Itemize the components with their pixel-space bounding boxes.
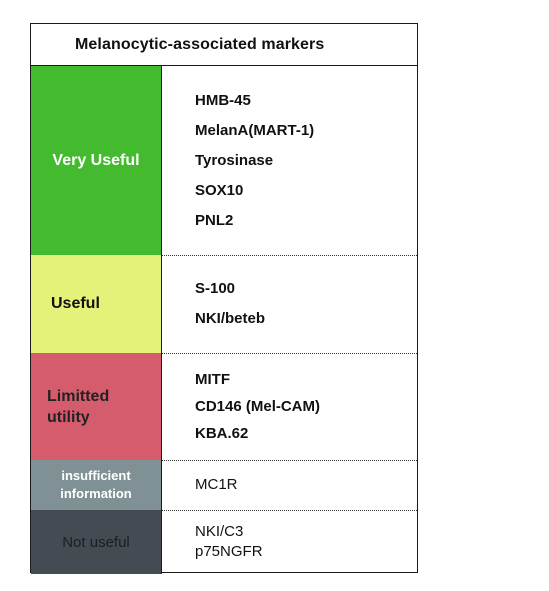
marker-item: SOX10 [195,181,244,199]
marker-item: KBA.62 [195,425,249,442]
marker-item: MITF [195,371,230,388]
category-label: Limitted utility [47,387,110,426]
marker-item: HMB-45 [195,91,251,109]
category-label: insufficient information [60,468,132,501]
marker-item: PNL2 [195,211,234,229]
category-label: Very Useful [52,151,140,169]
marker-item: MC1R [195,476,238,493]
category-label: Not useful [62,533,130,551]
row-limited-utility: Limitted utility MITF CD146 (Mel-CAM) KB… [31,353,417,460]
row-divider [162,510,417,511]
row-not-useful: Not useful NKI/C3 p75NGFR [31,510,417,574]
markers-table: Melanocytic-associated markers Very Usef… [30,23,418,574]
category-cell: Very Useful [31,66,162,255]
row-insufficient-information: insufficient information MC1R [31,460,417,510]
markers-cell: MITF CD146 (Mel-CAM) KBA.62 [162,353,417,460]
markers-cell: NKI/C3 p75NGFR [162,510,417,574]
category-cell: Useful [31,255,162,353]
marker-item: Tyrosinase [195,151,274,169]
category-cell: Not useful [31,510,162,574]
category-cell: insufficient information [31,460,162,510]
marker-item: S-100 [195,280,236,297]
markers-cell: HMB-45 MelanA(MART-1) Tyrosinase SOX10 P… [162,66,417,255]
marker-item: CD146 (Mel-CAM) [195,398,321,415]
category-cell: Limitted utility [31,353,162,460]
marker-item: MelanA(MART-1) [195,121,315,139]
table-header: Melanocytic-associated markers [31,24,417,66]
marker-item: NKI/C3 [195,523,244,540]
category-label: Useful [51,295,100,312]
marker-item: NKI/beteb [195,310,266,327]
row-very-useful: Very Useful HMB-45 MelanA(MART-1) Tyrosi… [31,66,417,255]
row-divider [162,460,417,461]
table-title: Melanocytic-associated markers [75,35,325,53]
markers-cell: S-100 NKI/beteb [162,255,417,353]
markers-cell: MC1R [162,460,417,510]
marker-item: p75NGFR [195,543,263,560]
row-divider [162,255,417,256]
row-useful: Useful S-100 NKI/beteb [31,255,417,353]
row-divider [162,353,417,354]
